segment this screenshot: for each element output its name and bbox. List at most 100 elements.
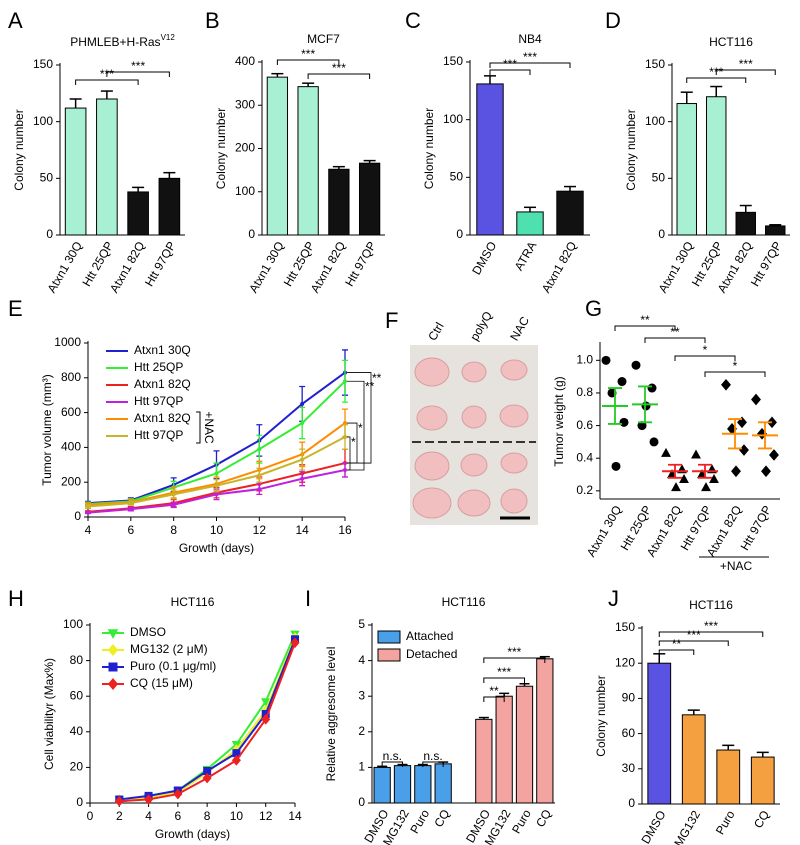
- y-axis-label: Colony number: [12, 109, 26, 190]
- x-tick-label: Atxn1 30Q: [584, 503, 624, 559]
- significance-label: *: [351, 435, 356, 449]
- significance-bracket: [483, 657, 546, 663]
- marker: [290, 637, 300, 649]
- chart-title: HCT116: [442, 595, 486, 609]
- panel-label: C: [405, 8, 421, 33]
- photo-panel: F Ctrl polyQ NAC: [385, 308, 538, 525]
- marker: [731, 465, 741, 478]
- sem-bar: [698, 463, 712, 479]
- y-tick-label: 30: [622, 761, 636, 775]
- marker: [231, 754, 241, 766]
- significance-label: n.s.: [423, 749, 442, 763]
- sem-bar: [728, 418, 742, 450]
- significance-label: ***: [503, 57, 517, 71]
- x-axis-label: Growth (days): [179, 541, 254, 555]
- marker: [214, 483, 219, 488]
- y-tick-label: 1.0: [576, 352, 593, 366]
- significance-bracket: [489, 69, 531, 75]
- marker: [671, 482, 681, 492]
- y-axis-label: Colony number: [594, 675, 608, 756]
- y-axis-label: Cell viabilityr (Max%): [42, 658, 56, 770]
- y-tick-label: 600: [61, 405, 81, 419]
- bar: [681, 714, 706, 805]
- marker: [128, 507, 133, 512]
- y-tick-label: 90: [622, 691, 636, 705]
- x-tick-label: 8: [170, 523, 177, 537]
- bar: [158, 177, 181, 236]
- significance-label: ***: [497, 665, 511, 679]
- y-tick-label: 60: [70, 688, 84, 702]
- marker: [751, 393, 761, 406]
- x-tick-label: CQ: [533, 807, 554, 830]
- significance-bracket: [674, 355, 736, 361]
- y-axis-label: Colony number: [422, 108, 436, 189]
- marker: [257, 487, 262, 492]
- x-tick-label: MG132: [671, 808, 703, 845]
- x-tick-label: Atxn1 30Q: [656, 239, 696, 295]
- y-tick-label: 0: [658, 227, 665, 241]
- bar: [96, 98, 118, 236]
- x-tick-label: Atxn1 82Q: [539, 239, 579, 295]
- y-tick-label: 50: [450, 170, 464, 184]
- marker: [661, 447, 671, 457]
- significance-label: ***: [523, 50, 537, 64]
- marker: [617, 377, 627, 387]
- bar: [676, 103, 697, 236]
- significance-bracket: [644, 337, 706, 343]
- panel-label: J: [608, 586, 619, 611]
- marker: [343, 421, 347, 426]
- legend-label: Htt 97QP: [134, 428, 183, 442]
- marker: [601, 355, 611, 365]
- chart-title: HCT116: [709, 35, 753, 49]
- marker: [641, 401, 651, 411]
- significance-bracket: [658, 649, 695, 655]
- significance-bracket: [276, 59, 340, 65]
- significance-label: ***: [332, 61, 346, 75]
- marker: [107, 678, 119, 690]
- sem-bar: [608, 387, 622, 425]
- sem-bar: [668, 463, 682, 479]
- x-tick-label: 6: [127, 523, 134, 537]
- marker: [173, 788, 183, 800]
- x-tick-label: Atxn1 30Q: [44, 239, 84, 295]
- bar: [475, 718, 493, 804]
- panel-label: H: [8, 586, 24, 611]
- significance-bracket: [347, 436, 351, 471]
- significance-label: *: [703, 343, 708, 357]
- bar: [706, 96, 727, 236]
- significance-label: *: [733, 359, 738, 373]
- marker: [739, 444, 749, 456]
- significance-label: **: [372, 371, 382, 385]
- photo-column: Ctrl: [425, 320, 446, 343]
- marker: [171, 502, 176, 507]
- group-label: +NAC: [720, 559, 753, 573]
- y-tick-label: 400: [61, 440, 81, 454]
- significance-label: **: [670, 325, 680, 339]
- legend-group-bracket: [196, 411, 201, 444]
- marker: [108, 662, 118, 672]
- bar: [328, 168, 350, 236]
- x-tick-label: 8: [204, 809, 211, 823]
- y-tick-label: 0: [46, 227, 53, 241]
- bar: [750, 756, 775, 805]
- significance-bracket: [658, 631, 764, 637]
- marker: [86, 504, 90, 509]
- y-tick-label: 150: [443, 54, 463, 68]
- x-tick-label: 6: [175, 809, 182, 823]
- y-axis-label: Tumor volume (mm³): [40, 374, 54, 486]
- y-tick-label: 0.4: [576, 450, 593, 464]
- marker: [343, 434, 347, 439]
- marker: [257, 473, 262, 478]
- significance-bracket: [614, 325, 676, 331]
- significance-label: ***: [687, 628, 701, 642]
- legend-label: Htt 25QP: [134, 360, 183, 374]
- y-tick-label: 0.8: [576, 385, 593, 399]
- x-tick-label: 4: [85, 523, 92, 537]
- x-tick-label: 12: [253, 523, 267, 537]
- significance-label: n.s.: [383, 749, 402, 763]
- y-tick-label: 20: [70, 760, 84, 774]
- significance-label: **: [365, 379, 375, 393]
- marker: [300, 401, 305, 406]
- marker: [691, 449, 701, 459]
